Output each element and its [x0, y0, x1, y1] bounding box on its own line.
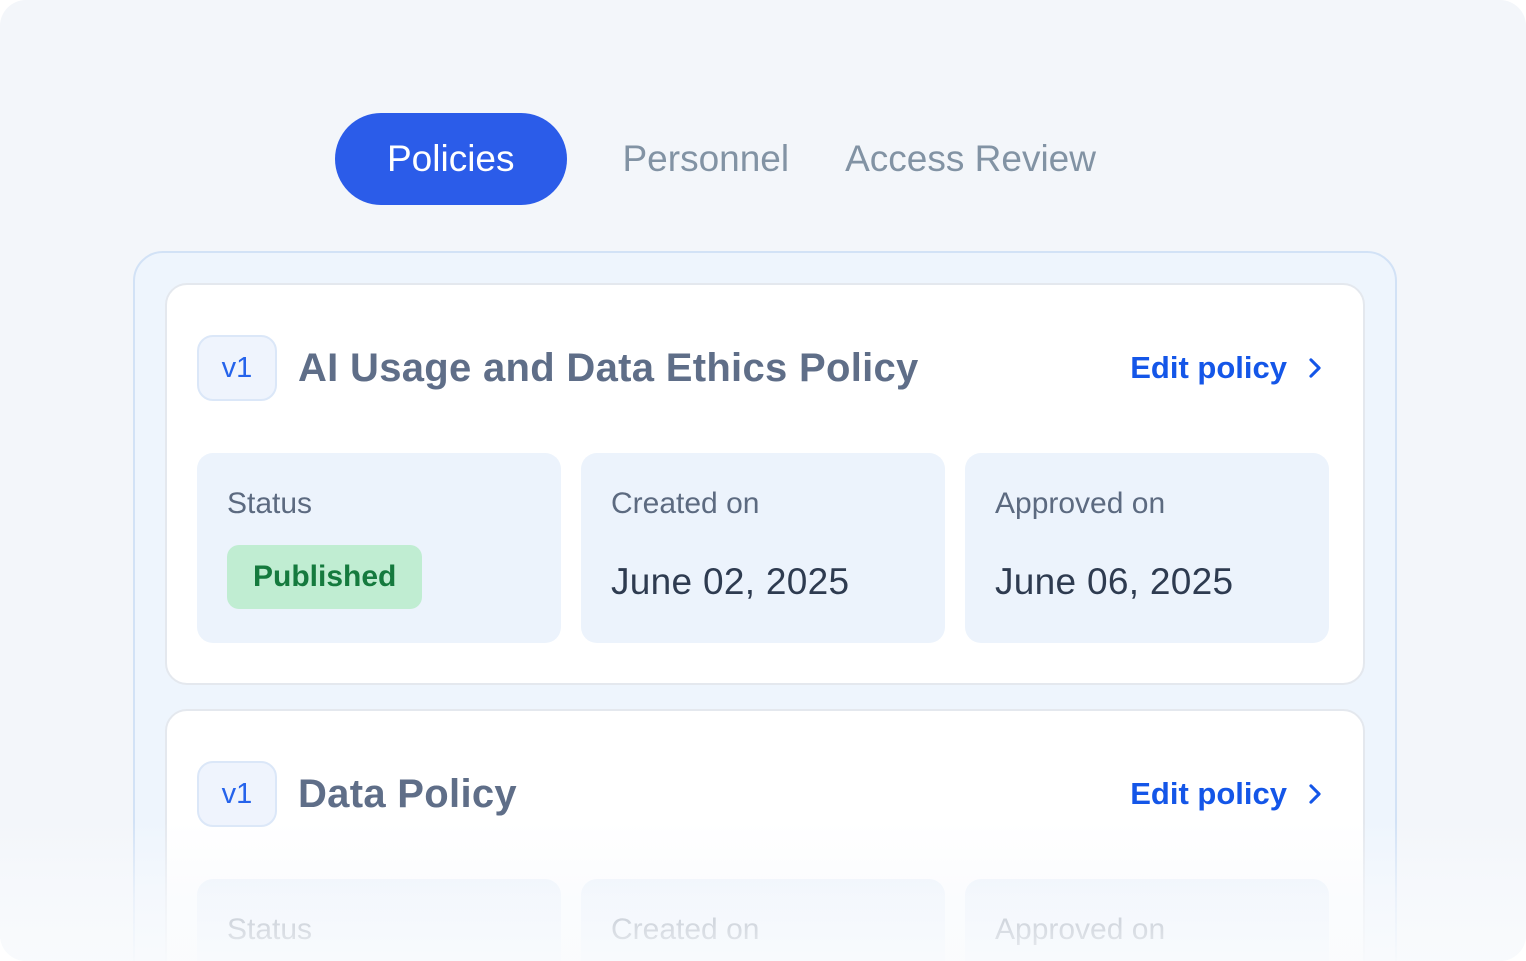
tab-personnel[interactable]: Personnel	[623, 138, 790, 180]
status-field: Status	[197, 879, 561, 961]
policy-title: Data Policy	[298, 771, 517, 816]
chevron-right-icon	[1301, 779, 1329, 809]
policies-panel: v1 AI Usage and Data Ethics Policy Edit …	[133, 251, 1397, 961]
edit-policy-link[interactable]: Edit policy	[1130, 776, 1329, 812]
version-badge: v1	[197, 335, 277, 401]
policy-fields: Status Published Created on June 02, 202…	[197, 453, 1329, 643]
policy-card-header: v1 AI Usage and Data Ethics Policy Edit …	[197, 335, 1329, 401]
field-label: Created on	[611, 487, 760, 520]
policy-card: v1 AI Usage and Data Ethics Policy Edit …	[165, 283, 1365, 685]
approved-on-field: Approved on June 06, 2025	[965, 453, 1329, 643]
edit-policy-label: Edit policy	[1130, 350, 1287, 385]
field-label: Status	[227, 913, 313, 946]
version-badge-label: v1	[221, 777, 253, 810]
field-value: June 06, 2025	[995, 561, 1234, 602]
edit-policy-label: Edit policy	[1130, 776, 1287, 811]
created-on-field: Created on June 02, 2025	[581, 453, 945, 643]
status-field: Status Published	[197, 453, 561, 643]
chevron-right-icon	[1301, 353, 1329, 383]
policy-title: AI Usage and Data Ethics Policy	[298, 345, 919, 390]
version-badge-label: v1	[221, 351, 253, 384]
field-label: Approved on	[995, 487, 1166, 520]
policy-fields: Status Created on Approved on	[197, 879, 1329, 961]
tab-policies-label: Policies	[387, 138, 515, 179]
field-label: Approved on	[995, 913, 1166, 946]
field-label: Created on	[611, 913, 760, 946]
tab-access-review[interactable]: Access Review	[845, 138, 1096, 180]
tab-personnel-label: Personnel	[622, 138, 790, 179]
tab-access-review-label: Access Review	[845, 138, 1096, 179]
tab-policies[interactable]: Policies	[335, 113, 567, 205]
field-value: June 02, 2025	[611, 561, 850, 602]
status-badge: Published	[227, 545, 423, 609]
policy-card-header: v1 Data Policy Edit policy	[197, 761, 1329, 827]
created-on-field: Created on	[581, 879, 945, 961]
policy-card: v1 Data Policy Edit policy Status	[165, 709, 1365, 961]
approved-on-field: Approved on	[965, 879, 1329, 961]
version-badge: v1	[197, 761, 277, 827]
edit-policy-link[interactable]: Edit policy	[1130, 350, 1329, 386]
field-label: Status	[227, 487, 313, 520]
tab-bar: Policies Personnel Access Review	[335, 113, 1096, 205]
